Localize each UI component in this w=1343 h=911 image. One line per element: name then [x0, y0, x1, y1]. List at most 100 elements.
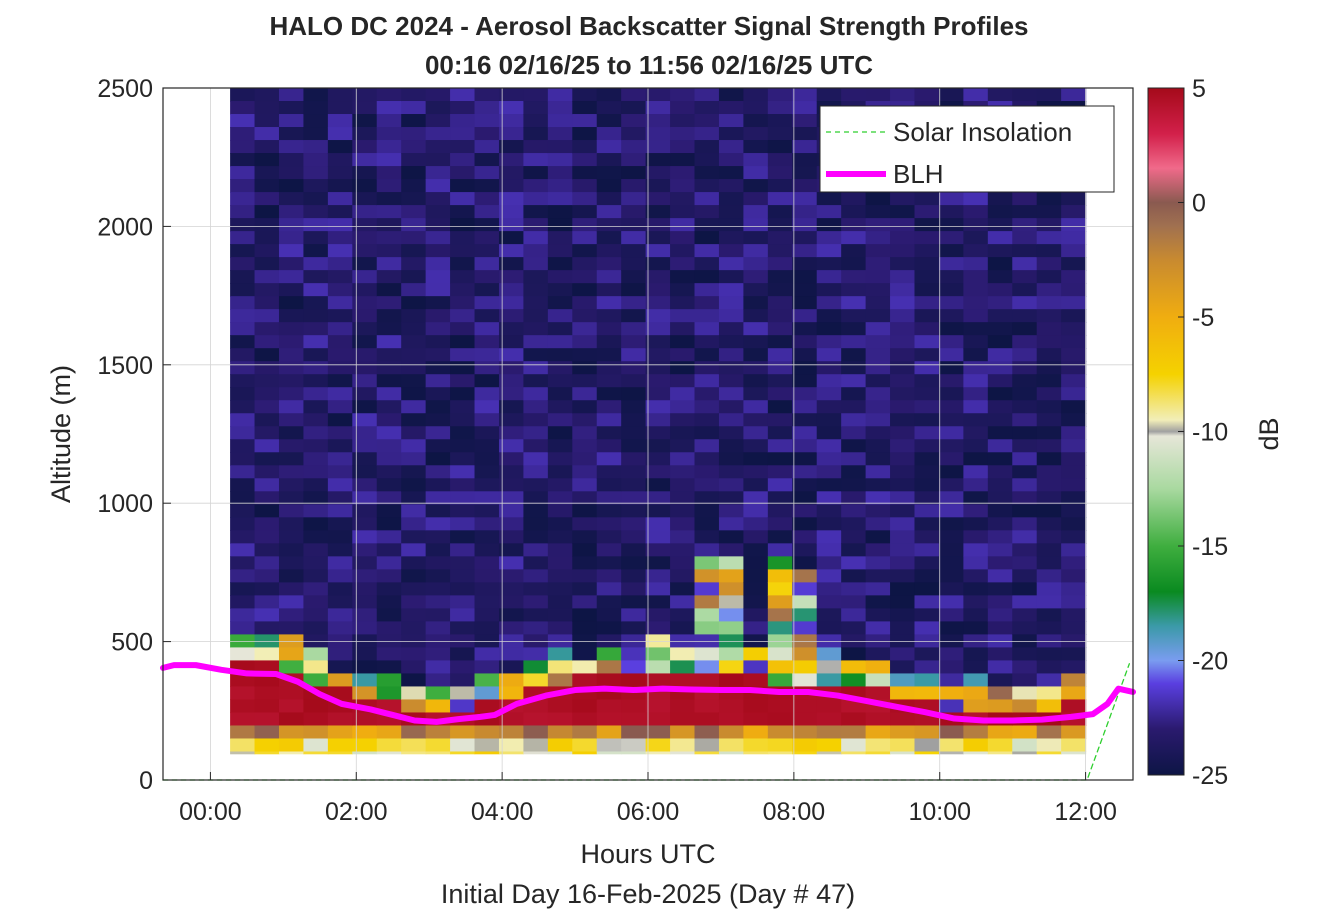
heatmap-cell [1061, 478, 1087, 492]
heatmap-cell [230, 686, 256, 701]
heatmap-cell [352, 296, 378, 310]
heatmap-cell [376, 647, 402, 662]
heatmap-cell [743, 270, 769, 284]
heatmap-cell [230, 270, 256, 284]
heatmap-cell [425, 478, 451, 492]
heatmap-cell [401, 361, 427, 375]
heatmap-cell [743, 153, 769, 167]
heatmap-cell [1061, 309, 1087, 323]
heatmap-cell [230, 556, 256, 570]
heatmap-cell [498, 387, 525, 401]
heatmap-cell [767, 218, 793, 232]
heatmap-cell [792, 439, 818, 453]
heatmap-cell [303, 517, 329, 531]
heatmap-cell [498, 179, 525, 193]
heatmap-cell [547, 88, 573, 102]
heatmap-cell [792, 335, 818, 349]
heatmap-cell [572, 660, 598, 675]
heatmap-cell [376, 426, 402, 440]
heatmap-cell [474, 192, 500, 206]
heatmap-cell [352, 621, 378, 635]
heatmap-cell [645, 504, 671, 518]
heatmap-cell [743, 374, 769, 388]
colorbar-tick-label: -15 [1192, 533, 1228, 561]
heatmap-cell [890, 244, 916, 258]
heatmap-cell [645, 179, 671, 193]
heatmap-cell [1036, 322, 1062, 336]
heatmap-cell [621, 283, 647, 297]
heatmap-cell [767, 491, 793, 505]
heatmap-cell [890, 530, 916, 544]
heatmap-cell [718, 309, 744, 323]
heatmap-cell [792, 348, 818, 362]
heatmap-cell [303, 530, 329, 544]
heatmap-cell [767, 712, 793, 727]
heatmap-cell [987, 439, 1013, 453]
heatmap-cell [474, 166, 500, 180]
heatmap-cell [278, 738, 305, 753]
heatmap-cell [327, 270, 353, 284]
heatmap-cell [547, 413, 573, 427]
heatmap-cell [914, 387, 940, 401]
heatmap-cell [523, 101, 549, 115]
heatmap-cell [230, 439, 256, 453]
heatmap-cell [743, 530, 769, 544]
heatmap-cell [572, 439, 598, 453]
heatmap-cell [230, 413, 256, 427]
heatmap-cell [743, 387, 769, 401]
heatmap-cell [450, 101, 476, 115]
heatmap-cell [498, 296, 525, 310]
heatmap-cell [303, 569, 329, 583]
heatmap-cell [376, 582, 402, 596]
heatmap-cell [1012, 257, 1038, 271]
heatmap-cell [792, 608, 818, 622]
heatmap-cell [1012, 452, 1038, 466]
heatmap-cell [865, 530, 891, 544]
heatmap-cell [767, 595, 793, 609]
heatmap-cell [523, 712, 549, 727]
heatmap-cell [865, 465, 891, 479]
heatmap-cell [718, 361, 744, 375]
heatmap-cell [401, 413, 427, 427]
heatmap-cell [425, 114, 451, 128]
heatmap-cell [547, 439, 573, 453]
heatmap-cell [792, 426, 818, 440]
heatmap-cell [865, 660, 891, 675]
heatmap-cell [938, 231, 964, 245]
heatmap-cell [645, 88, 671, 102]
heatmap-cell [621, 595, 647, 609]
heatmap-cell [621, 738, 647, 753]
heatmap-cell [792, 647, 818, 662]
heatmap-cell [425, 504, 451, 518]
heatmap-cell [327, 582, 353, 596]
heatmap-cell [621, 179, 647, 193]
heatmap-cell [938, 647, 964, 662]
heatmap-cell [596, 127, 622, 141]
heatmap-cell [767, 127, 793, 141]
heatmap-cell [523, 88, 549, 102]
heatmap-cell [376, 270, 402, 284]
heatmap-cell [767, 244, 793, 258]
heatmap-cell [303, 361, 329, 375]
heatmap-cell [352, 335, 378, 349]
heatmap-cell [767, 647, 793, 662]
heatmap-cell [670, 647, 696, 662]
heatmap-cell [938, 348, 964, 362]
heatmap-cell [914, 504, 940, 518]
heatmap-cell [547, 179, 573, 193]
heatmap-cell [1036, 270, 1062, 284]
heatmap-cell [547, 348, 573, 362]
heatmap-cell [865, 452, 891, 466]
heatmap-cell [914, 543, 940, 557]
heatmap-cell [865, 361, 891, 375]
heatmap-cell [987, 491, 1013, 505]
heatmap-cell [938, 387, 964, 401]
heatmap-cell [327, 738, 353, 753]
heatmap-cell [963, 478, 989, 492]
heatmap-cell [278, 647, 305, 662]
heatmap-cell [816, 712, 842, 727]
heatmap-cell [425, 517, 451, 531]
heatmap-cell [694, 192, 720, 206]
heatmap-cell [841, 309, 867, 323]
heatmap-cell [767, 556, 793, 570]
